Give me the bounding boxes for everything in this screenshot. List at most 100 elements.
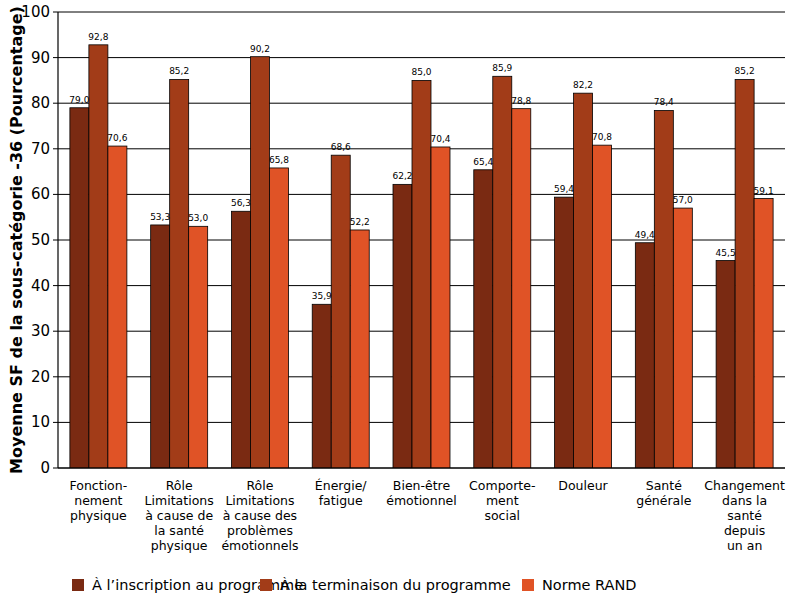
bar: [474, 170, 493, 468]
category-label: RôleLimitationsà cause desproblèmesémoti…: [221, 478, 298, 553]
tick-label: 10: [31, 413, 50, 431]
tick-mark: [53, 103, 58, 104]
data-label: 79,0: [69, 95, 89, 105]
data-label: 52,2: [350, 217, 370, 227]
category-label: Fonction-nementphysique: [70, 478, 128, 523]
legend-swatch: [72, 579, 84, 591]
data-label: 90,2: [250, 44, 270, 54]
bar: [512, 109, 531, 468]
bar: [493, 76, 512, 468]
tick-mark: [53, 422, 58, 423]
bar: [593, 145, 612, 468]
bar: [735, 79, 754, 468]
data-label: 49,4: [635, 230, 655, 240]
legend: À l’inscription au programmeÀ la termina…: [72, 577, 637, 593]
data-label: 78,4: [654, 97, 674, 107]
axis-label: Moyenne SF de la sous-catégorie -36 (Pou…: [7, 6, 26, 474]
x-axis: [58, 467, 785, 468]
bar: [108, 146, 127, 468]
legend-swatch: [260, 579, 272, 591]
category-label: RôleLimitationsà cause dela santéphysiqu…: [145, 478, 214, 553]
tick-mark: [53, 148, 58, 149]
tick-label: 20: [31, 368, 50, 386]
bars: [70, 45, 773, 468]
bar: [412, 80, 431, 468]
bar: [574, 93, 593, 468]
tick-label: 40: [31, 277, 50, 295]
data-label: 65,4: [473, 157, 493, 167]
data-label: 56,3: [231, 198, 251, 208]
bar: [654, 110, 673, 468]
tick-mark: [53, 194, 58, 195]
data-label: 82,2: [573, 80, 593, 90]
data-label: 59,1: [754, 186, 774, 196]
category-label: Douleur: [558, 478, 608, 493]
tick-label: 90: [31, 49, 50, 67]
tick-mark: [53, 285, 58, 286]
data-label: 59,4: [554, 184, 574, 194]
category-label: Santégénérale: [636, 478, 692, 508]
data-label: 45,5: [716, 248, 736, 258]
data-label: 85,2: [735, 66, 755, 76]
tick-mark: [53, 331, 58, 332]
tick-label: 30: [31, 322, 50, 340]
data-labels: 79,0 92,8 70,6 53,3 85,2 53,0 56,3 90,2 65,8 35,9…: [69, 32, 773, 301]
category-label: Bien-êtreémotionnel: [386, 478, 457, 508]
tick-label: 50: [31, 231, 50, 249]
bar: [754, 199, 773, 468]
bar: [189, 226, 208, 468]
data-label: 70,4: [430, 134, 450, 144]
data-label: 92,8: [88, 32, 108, 42]
data-label: 65,8: [269, 155, 289, 165]
legend-label: À l’inscription au programme: [92, 577, 303, 593]
data-label: 53,3: [150, 212, 170, 222]
data-label: 70,8: [592, 132, 612, 142]
bar: [673, 208, 692, 468]
bar: [393, 184, 412, 468]
bar: [250, 57, 269, 468]
bar: [70, 108, 89, 468]
bar: [151, 225, 170, 468]
bar: [89, 45, 108, 468]
tick-label: 0: [40, 459, 50, 477]
category-label: Énergie/fatigue: [315, 478, 368, 508]
bar: [331, 155, 350, 468]
bar: [635, 243, 654, 468]
bar: [231, 211, 250, 468]
data-label: 85,0: [411, 67, 431, 77]
tick-label: 70: [31, 140, 50, 158]
data-label: 53,0: [188, 213, 208, 223]
tick-mark: [53, 468, 58, 469]
grid-line: [58, 57, 785, 58]
bar: [170, 79, 189, 468]
data-label: 62,2: [392, 171, 412, 181]
grid-line: [58, 468, 785, 469]
grid-line: [58, 12, 785, 13]
tick-mark: [53, 12, 58, 13]
data-label: 85,2: [169, 66, 189, 76]
bar: [716, 261, 735, 468]
y-axis: [57, 12, 58, 468]
data-label: 70,6: [107, 133, 127, 143]
tick-mark: [53, 240, 58, 241]
bar: [350, 230, 369, 468]
data-label: 57,0: [673, 195, 693, 205]
tick-mark: [53, 57, 58, 58]
category-label: Comporte-mentsocial: [469, 478, 535, 523]
bar: [312, 304, 331, 468]
data-label: 85,9: [492, 63, 512, 73]
legend-label: À la terminaison du programme: [280, 577, 511, 593]
tick-label: 80: [31, 94, 50, 112]
category-label: Changementdans lasantédepuisun an: [704, 478, 785, 553]
data-label: 68,6: [331, 142, 351, 152]
data-label: 35,9: [312, 291, 332, 301]
bar: [555, 197, 574, 468]
legend-label: Norme RAND: [542, 577, 637, 593]
tick-label: 60: [31, 185, 50, 203]
tick-mark: [53, 376, 58, 377]
bar: [269, 168, 288, 468]
legend-swatch: [522, 579, 534, 591]
chart: 0102030405060708090100Moyenne SF de la s…: [0, 0, 793, 605]
data-label: 78,8: [511, 96, 531, 106]
bar: [431, 147, 450, 468]
